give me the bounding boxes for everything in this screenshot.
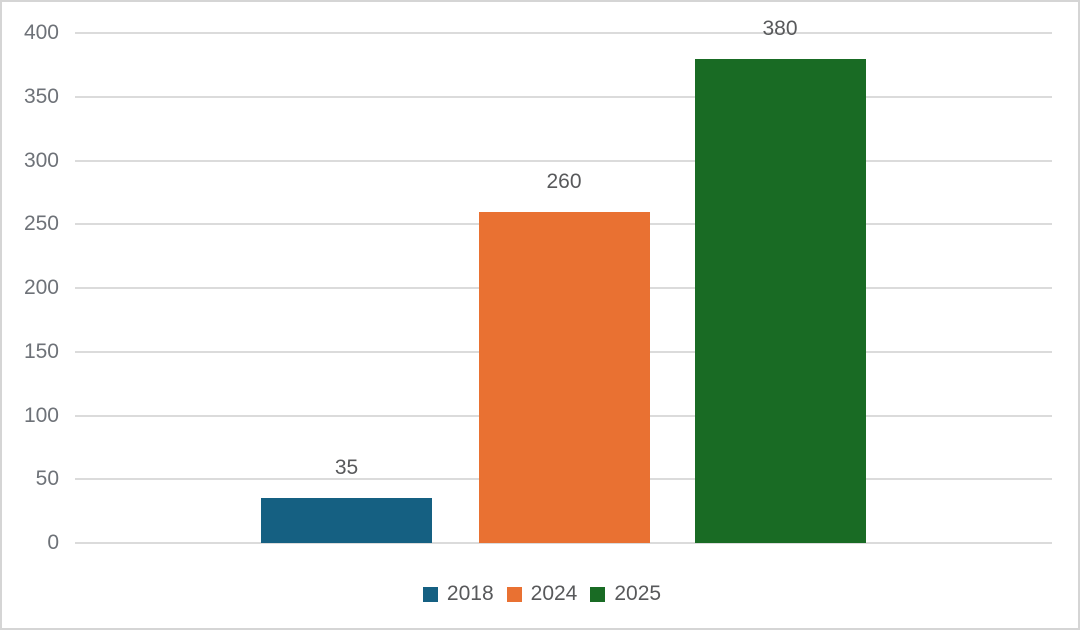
bar-value-label-2018: 35: [334, 456, 359, 480]
y-axis-tick-label: 50: [35, 467, 59, 491]
y-axis-tick-label: 300: [23, 148, 59, 172]
y-axis-tick-label: 200: [23, 276, 59, 299]
bar-2025: [694, 58, 866, 543]
bar-2018: [261, 498, 432, 543]
gridline-350: [75, 95, 1052, 98]
y-axis-tick-label: 400: [23, 21, 59, 44]
bar-value-label-2024: 260: [546, 169, 582, 193]
y-axis-tick-label: 250: [23, 212, 59, 236]
legend: 2018 2024 2025: [2, 583, 1080, 605]
bar-2024: [478, 211, 650, 543]
legend-item-2025: 2025: [590, 583, 661, 605]
legend-item-2018: 2018: [422, 582, 494, 605]
gridline-0: [75, 542, 1052, 544]
legend-item-label: 2024: [530, 582, 578, 605]
legend-swatch-icon: [590, 586, 606, 602]
y-axis-tick-label: 350: [23, 84, 59, 108]
legend-swatch-icon: [506, 586, 522, 602]
gridline-400: [75, 32, 1052, 34]
y-axis-tick-label: 0: [47, 531, 59, 554]
y-axis-tick-label: 100: [23, 403, 59, 427]
y-axis-tick-label: 150: [23, 339, 59, 363]
bar-value-label-2025: 380: [762, 16, 798, 40]
legend-swatch-icon: [422, 586, 438, 602]
legend-item-label: 2025: [614, 582, 662, 605]
gridline-300: [75, 159, 1052, 162]
legend-item-2024: 2024: [506, 582, 578, 605]
legend-item-label: 2018: [446, 582, 494, 605]
